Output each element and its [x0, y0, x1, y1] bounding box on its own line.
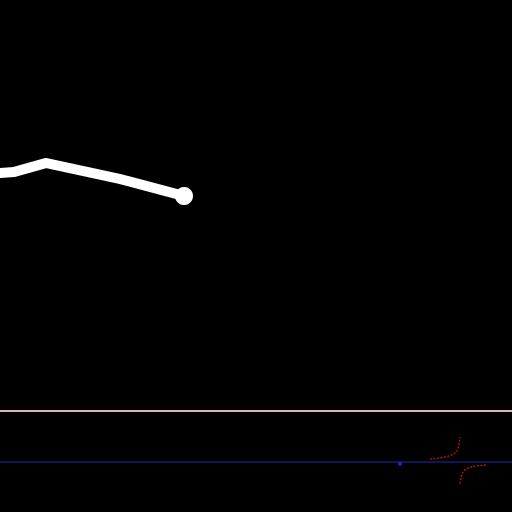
timeline-marker[interactable] [398, 462, 402, 466]
stroke-endpoint-cursor[interactable] [175, 187, 193, 205]
timeline-trace-upper [430, 437, 460, 459]
drawn-stroke [0, 163, 184, 196]
timeline-trace-lower [460, 465, 486, 484]
timeline-trace-layer [0, 412, 512, 512]
signal-timeline[interactable] [0, 412, 512, 512]
drawing-canvas[interactable] [0, 0, 512, 410]
canvas-surface[interactable] [0, 0, 512, 410]
